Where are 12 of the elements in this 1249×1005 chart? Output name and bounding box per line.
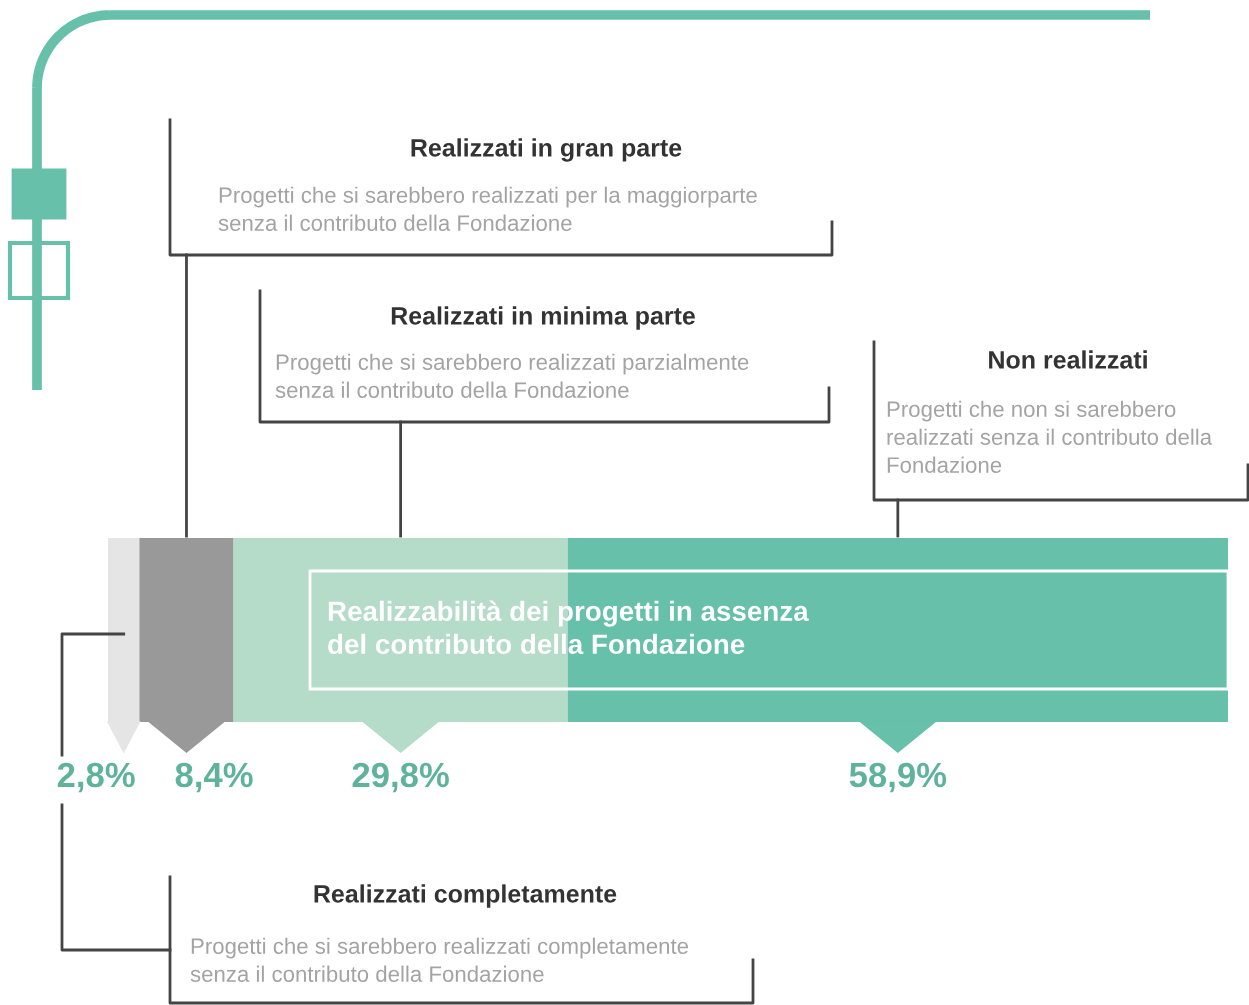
data-label: 29,8% — [352, 762, 449, 793]
text: Realizzati in minima parte — [391, 306, 695, 330]
text: Progetti che si sarebbero realizzati completamente senza il contributo della Fondazione — [190, 937, 689, 982]
text: Progetti che si sarebbero realizzati parzialmente senza il contributo della Fondazione — [275, 353, 749, 398]
text: Non realizzati — [989, 350, 1147, 369]
text: Progetti che non si sarebbero realizzati senza il contributo della Fondazione — [887, 400, 1213, 473]
text: Realizzati in gran parte — [411, 138, 682, 162]
data-label: 58,9% — [849, 762, 947, 793]
data-label: 8,4% — [175, 762, 253, 793]
text: Progetti che si sarebbero realizzati per la maggiorparte senza il contributo della Fondazione — [218, 186, 757, 231]
text: Realizzati completamente — [314, 884, 617, 908]
data-label: 2,8% — [57, 762, 135, 793]
